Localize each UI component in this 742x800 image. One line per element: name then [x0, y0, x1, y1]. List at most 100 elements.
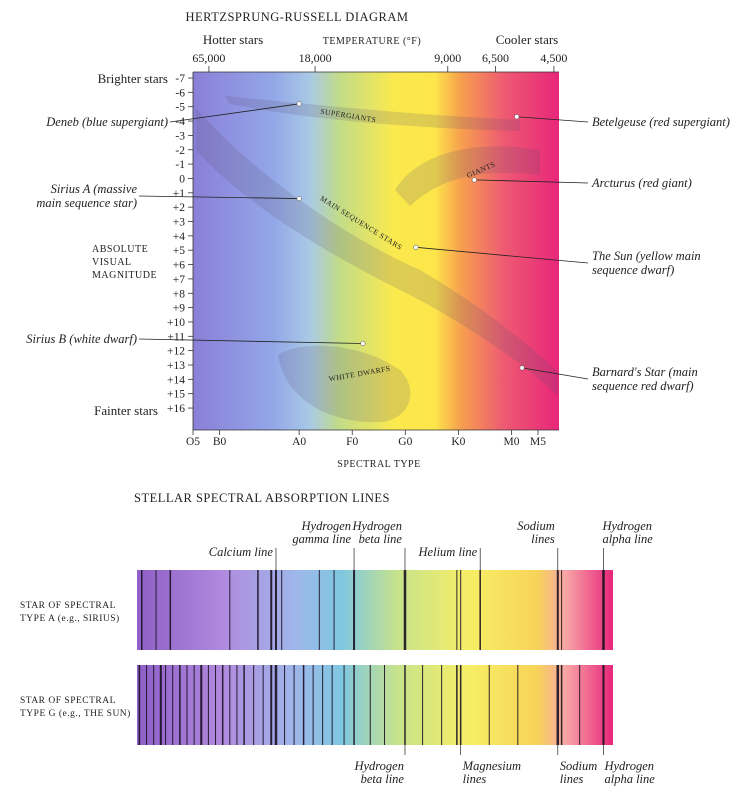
absorption-line-1-15 [243, 665, 245, 745]
absorption-line-1-12 [221, 665, 224, 745]
magnitude-tick-9: +2 [173, 202, 185, 214]
absorption-line-1-20 [284, 665, 286, 745]
absorption-line-1-22 [302, 665, 305, 745]
absorption-line-1-3 [159, 665, 162, 745]
absorption-line-1-16 [253, 665, 255, 745]
star-leader-6 [522, 367, 589, 380]
temperature-tick-1: 18,000 [299, 51, 332, 65]
star-4: Arcturus (red giant) [471, 176, 692, 190]
star-leader-1 [138, 195, 300, 199]
absorption-line-1-7 [186, 665, 188, 745]
absorption-line-1-37 [556, 665, 560, 745]
temperature-tick-4: 4,500 [540, 51, 567, 65]
absorption-line-0-1 [155, 570, 157, 650]
absorption-line-0-10 [353, 570, 356, 650]
absorption-line-0-17 [602, 570, 605, 650]
absorption-line-0-8 [318, 570, 320, 650]
magnitude-tick-8: +1 [173, 188, 185, 200]
spectral-tick-7: M5 [530, 436, 546, 448]
magnitude-tick-19: +12 [167, 346, 185, 358]
top-label-text-2-0: Hydrogen [351, 519, 402, 533]
absorption-line-1-26 [343, 665, 345, 745]
brighter-stars-label: Brighter stars [98, 71, 168, 86]
magnitude-tick-13: +6 [173, 260, 185, 272]
absorption-line-1-29 [384, 665, 386, 745]
star-leader-5 [415, 246, 589, 264]
absorption-line-1-39 [579, 665, 581, 745]
magnitude-tick-2: -5 [175, 102, 185, 114]
absorption-line-0-3 [229, 570, 231, 650]
absorption-line-1-27 [353, 665, 355, 745]
absorption-line-1-38 [560, 665, 563, 745]
absorption-line-1-40 [602, 665, 605, 745]
top-label-text-1-0: Hydrogen [301, 519, 352, 533]
band-label-1-1: TYPE G (e.g., THE SUN) [20, 708, 131, 719]
absorption-line-1-28 [369, 665, 371, 745]
spectral-tick-0: O5 [186, 436, 200, 448]
star-label-5-0: The Sun (yellow main [592, 249, 701, 263]
spectral-band-0: STAR OF SPECTRAL TYPE A (e.g., SIRIUS) [20, 570, 613, 650]
spectral-tick-6: M0 [503, 436, 519, 448]
absorption-line-0-15 [556, 570, 559, 650]
star-dot-6 [519, 365, 525, 371]
temperature-tick-2: 9,000 [434, 51, 461, 65]
absorption-line-1-31 [422, 665, 424, 745]
magnitude-tick-14: +7 [173, 274, 185, 286]
spectral-tick-5: K0 [451, 436, 465, 448]
top-label-text-5-1: alpha line [602, 532, 653, 546]
absorption-line-1-23 [312, 665, 314, 745]
magnitude-tick-3: -4 [175, 116, 185, 128]
absorption-line-1-17 [262, 665, 264, 745]
magnitude-tick-labels: -7 -6 -5 -4 -3 -2 -1 0 +1 +2 +3 +4 +5 +6 +7 +8 +9 +10 +11 +… [167, 73, 193, 415]
absorption-line-1-10 [207, 665, 209, 745]
magnitude-tick-16: +9 [173, 303, 185, 315]
star-dot-4 [471, 177, 477, 183]
white-dwarfs-region [278, 345, 411, 423]
star-dot-5 [413, 244, 419, 250]
bottom-label-text-0-1: beta line [361, 772, 405, 786]
absorption-line-1-9 [200, 665, 203, 745]
absorption-line-0-12 [456, 570, 458, 650]
spectral-type-tick-labels: O5 B0 A0 F0 G0 K0 M0 M5 [186, 430, 546, 448]
star-label-1-1: main sequence star) [36, 196, 137, 210]
star-label-3-0: Betelgeuse (red supergiant) [592, 115, 730, 129]
temperature-tick-labels: 65,000 18,000 9,000 6,500 4,500 [192, 51, 567, 72]
spectral-band-rect-1 [137, 665, 613, 745]
absorption-line-1-8 [193, 665, 195, 745]
star-label-6-0: Barnard's Star (main [592, 365, 698, 379]
hr-title: HERTZSPRUNG-RUSSELL DIAGRAM [185, 10, 408, 24]
labeled-stars: Deneb (blue supergiant) Sirius A (massive… [26, 101, 730, 393]
magnitude-tick-4: -3 [175, 130, 185, 142]
star-label-2-0: Sirius B (white dwarf) [26, 332, 137, 346]
absorption-line-0-9 [333, 570, 335, 650]
star-3: Betelgeuse (red supergiant) [514, 114, 730, 129]
bottom-label-text-1-0: Magnesium [462, 759, 521, 773]
bottom-label-text-0-0: Hydrogen [353, 759, 404, 773]
hotter-stars-label: Hotter stars [203, 32, 263, 47]
magnitude-tick-6: -1 [175, 159, 185, 171]
star-leader-3 [516, 116, 589, 123]
absorption-line-1-13 [229, 665, 231, 745]
spectral-tick-3: F0 [346, 436, 358, 448]
star-label-6-1: sequence red dwarf) [592, 379, 694, 393]
star-leader-2 [138, 338, 363, 344]
absorption-line-1-35 [488, 665, 490, 745]
magnitude-tick-18: +11 [167, 331, 185, 343]
spectral-band-rect-0 [137, 570, 613, 650]
top-label-text-1-1: gamma line [292, 532, 351, 546]
top-line-label-0: Calcium line [209, 545, 277, 570]
absorption-line-1-25 [331, 665, 333, 745]
star-label-0-0: Deneb (blue supergiant) [45, 115, 168, 129]
absorption-line-1-1 [146, 665, 148, 745]
star-label-5-1: sequence dwarf) [592, 263, 674, 277]
absorption-line-1-2 [153, 665, 155, 745]
